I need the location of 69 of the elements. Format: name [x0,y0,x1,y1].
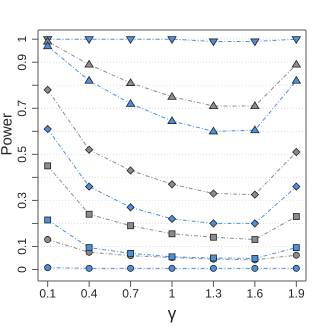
point [292,148,300,156]
point [44,86,52,94]
y-axis-title: Power [0,112,16,156]
point [292,60,301,68]
point [44,125,52,134]
point [208,126,218,134]
y-tick-label: 1 [15,36,29,43]
point [86,210,93,218]
point [168,36,176,44]
point [210,264,217,272]
point [208,38,218,46]
x-tick-label: 0.1 [39,286,56,301]
point [292,244,300,252]
point [86,244,93,252]
point [126,166,135,174]
point [44,236,52,244]
point [250,126,260,134]
point [126,36,136,44]
point [250,101,260,109]
point [168,214,176,223]
point [168,230,176,238]
x-tick-label: 1.6 [246,286,264,301]
point [250,190,259,199]
x-axis-title: γ [168,304,177,323]
point [251,264,258,272]
point [84,60,94,68]
y-tick-label: 0.1 [15,238,29,255]
y-tick-label: 0.9 [15,54,29,71]
point [85,146,94,154]
y-tick-label: 0 [15,266,29,273]
point [209,189,218,198]
point [292,182,300,191]
point [292,213,300,220]
y-tick-label: 0.5 [15,146,29,163]
y-tick-label: 0.7 [15,100,29,117]
point [84,76,94,84]
point [85,182,94,191]
x-tick-label: 1 [168,286,176,301]
point [250,38,260,46]
point [126,78,136,86]
y-tick-label: 0.3 [15,192,29,209]
point [127,222,134,230]
point [292,76,301,84]
point [127,250,134,257]
point [44,162,52,170]
point [292,36,301,44]
point [44,216,52,224]
point [292,252,300,259]
point [209,219,218,228]
point [210,234,217,241]
point [208,101,218,109]
point [168,264,176,272]
point [43,42,52,50]
point [168,180,176,188]
point [86,264,93,272]
x-tick-label: 1.3 [205,286,222,301]
point [84,36,94,44]
point [127,264,134,272]
point [126,203,135,212]
point [292,264,300,272]
point [251,236,258,243]
point [250,219,259,228]
x-tick-label: 0.7 [122,286,140,301]
point [126,99,136,107]
x-tick-label: 1.9 [288,286,305,301]
point [44,264,52,272]
x-tick-label: 0.4 [80,286,98,301]
point [168,116,176,124]
point [168,92,176,100]
